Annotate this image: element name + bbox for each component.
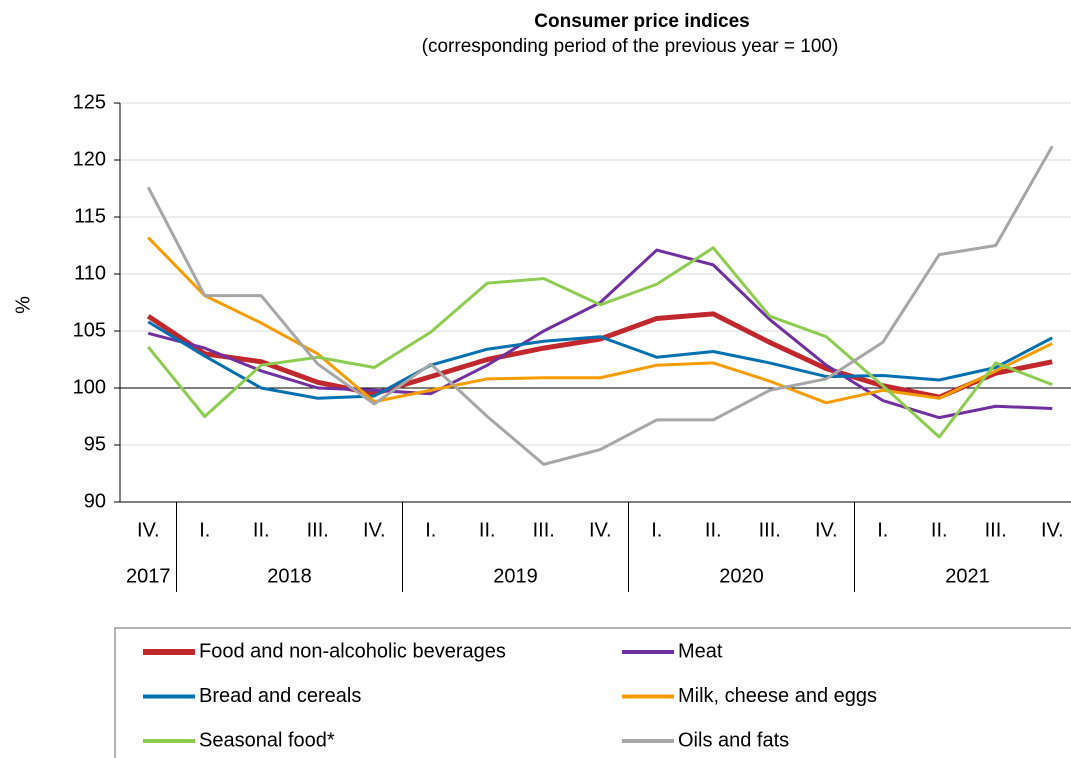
x-group-label: 2021 — [945, 565, 990, 587]
y-tick-label: 110 — [74, 262, 106, 284]
x-tick-label: II. — [479, 519, 496, 541]
legend-label: Milk, cheese and eggs — [678, 685, 877, 707]
x-tick-label: IV. — [815, 519, 838, 541]
x-tick-label: II. — [253, 519, 270, 541]
legend-label: Seasonal food* — [199, 729, 335, 751]
x-tick-label: IV. — [137, 519, 160, 541]
x-tick-label: III. — [533, 519, 555, 541]
y-tick-label: 95 — [84, 433, 106, 455]
series-line — [147, 246, 1053, 439]
legend-label: Food and non-alcoholic beverages — [199, 640, 506, 662]
x-tick-label: I. — [199, 519, 210, 541]
x-tick-label: III. — [759, 519, 781, 541]
series-line — [147, 248, 1053, 420]
y-axis-label: % — [12, 296, 34, 314]
x-group-label: 2019 — [493, 565, 538, 587]
legend-label: Bread and cereals — [199, 685, 361, 707]
y-tick-label: 120 — [73, 148, 106, 170]
legend-label: Meat — [678, 640, 723, 662]
x-tick-label: IV. — [363, 519, 386, 541]
x-tick-label: III. — [307, 519, 329, 541]
y-tick-label: 105 — [73, 319, 106, 341]
x-tick-label: I. — [651, 519, 662, 541]
series-line — [147, 320, 1053, 400]
x-tick-label: I. — [425, 519, 436, 541]
series-line — [146, 311, 1053, 400]
series-line — [146, 145, 1054, 466]
chart-title: Consumer price indices — [534, 11, 749, 32]
x-tick-label: IV. — [589, 519, 612, 541]
legend-label: Oils and fats — [678, 729, 789, 751]
x-group-label: 2018 — [267, 565, 312, 587]
x-group-label: 2020 — [719, 565, 764, 587]
x-tick-label: I. — [877, 519, 888, 541]
x-tick-label: III. — [985, 519, 1007, 541]
y-tick-label: 125 — [73, 91, 106, 113]
legend-box — [114, 627, 1071, 758]
y-tick-label: 115 — [74, 205, 106, 227]
chart-subtitle: (corresponding period of the previous ye… — [422, 36, 839, 57]
x-tick-label: IV. — [1041, 519, 1064, 541]
x-tick-label: II. — [931, 519, 948, 541]
x-tick-label: II. — [705, 519, 722, 541]
y-tick-label: 90 — [84, 490, 106, 512]
x-group-label: 2017 — [126, 565, 171, 587]
y-tick-label: 100 — [73, 376, 106, 398]
